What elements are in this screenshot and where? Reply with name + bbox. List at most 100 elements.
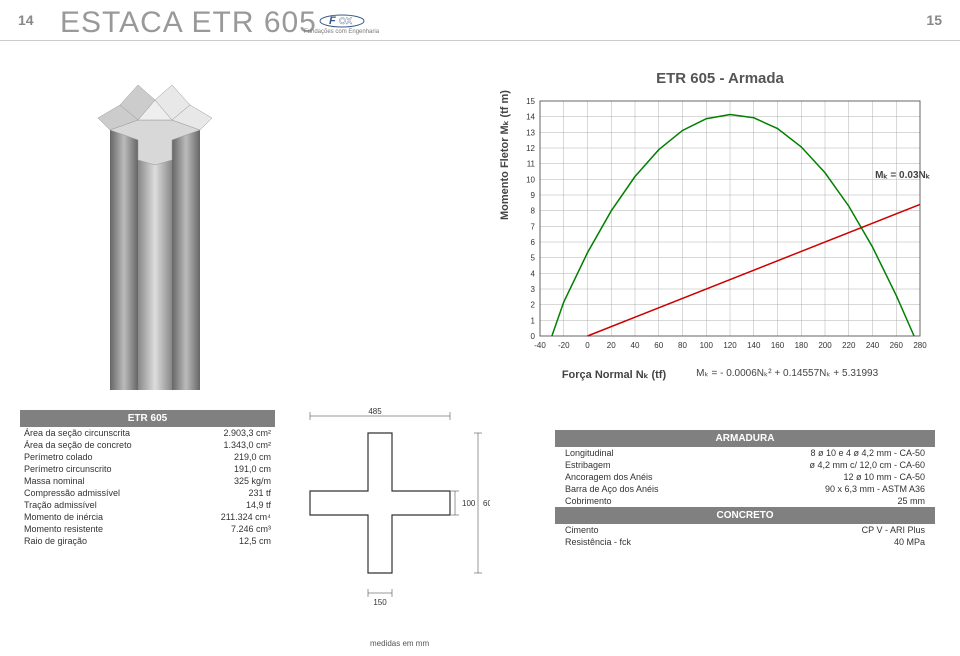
svg-text:OX: OX [339,16,352,26]
svg-text:240: 240 [866,341,880,350]
spec-row: Perímetro circunscrito191,0 cm [20,463,275,475]
arm-row: Resistência - fck40 MPa [555,536,935,548]
spec-row: Área da seção circunscrita 2.903,3 cm² [20,427,275,439]
svg-text:11: 11 [527,160,536,169]
svg-text:4: 4 [531,269,536,278]
arm-prop: Cobrimento [565,496,612,506]
spec-val: 12,5 cm [239,536,271,546]
svg-text:13: 13 [526,128,535,137]
spec-val: 1.343,0 cm² [223,440,271,450]
arm-val: CP V - ARI Plus [862,525,925,535]
header-divider [0,40,960,41]
pile-render [90,70,220,400]
armadura-section: ARMADURA Longitudinal 8 ø 10 e 4 ø 4,2 mm… [555,430,935,548]
spec-prop: Perímetro colado [24,452,93,462]
svg-text:F: F [329,15,336,27]
spec-prop: Raio de giração [24,536,87,546]
svg-text:5: 5 [531,254,536,263]
svg-text:3: 3 [531,285,536,294]
svg-text:10: 10 [526,175,535,184]
svg-text:8: 8 [531,207,536,216]
svg-text:180: 180 [795,341,809,350]
arm-row: Longitudinal 8 ø 10 e 4 ø 4,2 mm - CA-50 [555,447,935,459]
svg-text:20: 20 [607,341,616,350]
svg-text:60: 60 [654,341,663,350]
chart-title: ETR 605 - Armada [500,70,940,87]
concreto-header: CONCRETO [555,507,935,524]
dim-height: 600 [483,499,490,508]
arm-row: Estribagem ø 4,2 mm c/ 12,0 cm - CA-60 [555,459,935,471]
arm-prop: Ancoragem dos Anéis [565,472,653,482]
svg-text:80: 80 [678,341,687,350]
svg-text:100: 100 [700,341,714,350]
arm-val: 8 ø 10 e 4 ø 4,2 mm - CA-50 [810,448,925,458]
dim-top: 485 [368,408,382,416]
arm-row: Cobrimento 25 mm [555,495,935,507]
spec-row: Tração admissível14,9 tf [20,499,275,511]
chart-m-annot: Mₖ = 0.03Nₖ [875,170,930,181]
arm-row: Ancoragem dos Anéis 12 ø 10 mm - CA-50 [555,471,935,483]
dim-side: 100 [462,499,476,508]
spec-row: Massa nominal 325 kg/m [20,475,275,487]
spec-row: Área da seção de concreto1.343,0 cm² [20,439,275,451]
arm-prop: Longitudinal [565,448,614,458]
spec-row: Compressão admissível 231 tf [20,487,275,499]
spec-prop: Massa nominal [24,476,85,486]
svg-text:0: 0 [585,341,590,350]
svg-text:280: 280 [913,341,927,350]
spec-header: ETR 605 [20,410,275,427]
spec-prop: Área da seção circunscrita [24,428,130,438]
svg-text:40: 40 [631,341,640,350]
page-title: ESTACA ETR 605 [60,6,317,40]
spec-prop: Momento de inércia [24,512,103,522]
spec-val: 231 tf [248,488,271,498]
spec-val: 7.246 cm³ [231,524,271,534]
svg-text:-20: -20 [558,341,570,350]
spec-row: Momento resistente 7.246 cm³ [20,523,275,535]
logo-subtitle: Fundações com Engenharia [304,29,379,35]
arm-prop: Estribagem [565,460,611,470]
svg-text:-40: -40 [534,341,546,350]
arm-val: 90 x 6,3 mm - ASTM A36 [825,484,925,494]
spec-table: ETR 605 Área da seção circunscrita 2.903,… [20,410,275,547]
svg-text:140: 140 [747,341,761,350]
arm-prop: Cimento [565,525,599,535]
arm-val: 40 MPa [894,537,925,547]
svg-text:15: 15 [526,97,535,106]
page-num-left: 14 [18,12,34,28]
spec-val: 325 kg/m [234,476,271,486]
arm-row: Cimento CP V - ARI Plus [555,524,935,536]
svg-text:6: 6 [531,238,536,247]
chart-xlabel: Força Normal Nₖ (tf) [562,368,666,381]
svg-text:12: 12 [526,144,535,153]
arm-val: 25 mm [897,496,925,506]
arm-val: 12 ø 10 mm - CA-50 [843,472,925,482]
logo-icon: F OX [317,10,367,28]
medidas-label: medidas em mm [370,639,429,648]
spec-val: 2.903,3 cm² [223,428,271,438]
arm-prop: Barra de Aço dos Anéis [565,484,659,494]
svg-text:14: 14 [526,113,535,122]
chart: ETR 605 - Armada Momento Fletor Mₖ (tf m… [500,70,940,400]
armadura-header: ARMADURA [555,430,935,447]
logo: F OX Fundações com Engenharia [304,10,379,35]
spec-prop: Perímetro circunscrito [24,464,112,474]
chart-formula: Mₖ = - 0.0006Nₖ² + 0.14557Nₖ + 5.31993 [696,368,878,381]
svg-text:1: 1 [531,316,536,325]
spec-val: 219,0 cm [234,452,271,462]
spec-row: Raio de giração 12,5 cm [20,535,275,547]
arm-val: ø 4,2 mm c/ 12,0 cm - CA-60 [809,460,925,470]
spec-prop: Momento resistente [24,524,103,534]
spec-row: Perímetro colado 219,0 cm [20,451,275,463]
page-num-right: 15 [926,12,942,28]
arm-row: Barra de Aço dos Anéis 90 x 6,3 mm - ASTM… [555,483,935,495]
cross-section: 485 100 600 150 [290,408,490,618]
svg-text:2: 2 [531,301,536,310]
dim-arm: 150 [373,598,387,607]
spec-val: 14,9 tf [246,500,271,510]
svg-text:0: 0 [531,332,536,341]
svg-text:9: 9 [531,191,536,200]
svg-text:260: 260 [890,341,904,350]
chart-plot: -40-200204060801001201401601802002202402… [500,91,930,361]
spec-prop: Compressão admissível [24,488,120,498]
